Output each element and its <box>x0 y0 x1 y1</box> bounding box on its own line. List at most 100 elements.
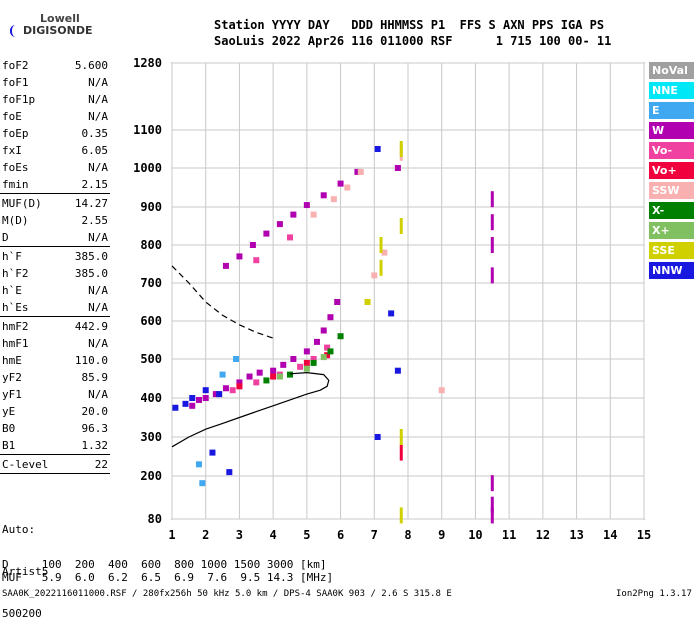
d-row: D 100 200 400 600 800 1000 1500 3000 [km… <box>2 558 327 571</box>
data-point <box>438 387 445 394</box>
param-name: foEp <box>2 127 29 140</box>
data-point <box>379 259 383 276</box>
param-value: 442.9 <box>74 320 108 333</box>
param-name: M(D) <box>2 214 29 227</box>
data-point <box>195 396 202 403</box>
data-point <box>236 253 243 260</box>
param-name: foE <box>2 110 22 123</box>
data-point <box>287 234 293 241</box>
param-value: 2.15 <box>81 178 109 191</box>
legend-item: X- <box>649 202 694 219</box>
data-point <box>310 359 317 366</box>
x-tick-label: 5 <box>303 528 310 542</box>
logo-digisonde: DIGISONDE <box>10 24 92 37</box>
param-value: 20.0 <box>81 405 109 418</box>
data-point <box>229 387 236 394</box>
x-tick-label: 6 <box>337 528 344 542</box>
y-tick-label: 1000 <box>133 161 162 175</box>
data-point <box>399 444 403 461</box>
y-tick-label: 900 <box>140 200 162 214</box>
data-point <box>212 391 219 398</box>
y-tick-label: 500 <box>140 352 162 366</box>
data-point <box>374 146 381 152</box>
x-tick-label: 2 <box>202 528 209 542</box>
param-name: foF2 <box>2 59 29 72</box>
y-tick-label: 1100 <box>133 123 162 137</box>
param-row: C-level 22 <box>2 457 108 472</box>
param-row: M(D) 2.55 <box>2 213 108 228</box>
param-value: N/A <box>88 301 108 314</box>
legend-item: NNE <box>649 82 694 99</box>
data-point <box>226 469 233 476</box>
data-point <box>490 214 494 231</box>
data-point <box>263 230 270 237</box>
data-point <box>490 267 494 284</box>
data-point <box>202 387 209 394</box>
y-tick-label: 400 <box>140 391 162 405</box>
data-point <box>172 404 179 411</box>
param-value: 0.35 <box>81 127 109 140</box>
auto-label: Auto: <box>2 523 36 536</box>
param-row: h`F2 385.0 <box>2 266 108 281</box>
param-value: 385.0 <box>74 267 108 280</box>
footer-info: SAA0K_2022116011000.RSF / 280fx256h 50 k… <box>2 589 452 599</box>
footer-version: Ion2Png 1.3.17 <box>616 589 692 599</box>
x-tick-label: 14 <box>603 528 617 542</box>
param-name: D <box>2 231 9 244</box>
data-point <box>276 221 283 228</box>
param-name: h`F2 <box>2 267 29 280</box>
param-name: foF1p <box>2 93 36 106</box>
ionogram-chart: 1 2 3 4 5 6 7 8 9 10 11 12 13 14 158020030040050060070… <box>133 56 651 542</box>
param-value: 2.55 <box>81 214 109 227</box>
data-point <box>399 218 403 234</box>
param-row: h`Es N/A <box>2 300 108 315</box>
param-name: hmF2 <box>2 320 29 333</box>
param-separator <box>0 454 110 455</box>
y-tick-label: 80 <box>148 512 162 526</box>
param-name: fxI <box>2 144 22 157</box>
legend-item: Vo+ <box>649 162 694 179</box>
param-row: B1 1.32 <box>2 438 108 453</box>
data-point <box>256 369 263 376</box>
auto-artist: Artist5 <box>2 565 49 578</box>
logo-wave-icon <box>10 24 21 37</box>
param-name: h`F <box>2 250 22 263</box>
data-point <box>219 371 226 378</box>
x-tick-label: 4 <box>270 528 277 542</box>
profile-curve <box>171 371 330 448</box>
data-point <box>182 400 189 407</box>
data-point <box>399 141 403 157</box>
data-point <box>374 434 381 440</box>
logo-text: DIGISONDE <box>23 24 93 37</box>
data-point <box>490 191 494 208</box>
logo-top: Lowell <box>40 12 80 25</box>
param-row: h`F 385.0 <box>2 249 108 264</box>
data-point <box>249 242 256 248</box>
data-point <box>344 184 351 191</box>
param-value: N/A <box>88 284 108 297</box>
data-point <box>202 395 209 401</box>
param-separator <box>0 193 110 194</box>
data-point <box>290 211 297 218</box>
data-point <box>320 354 327 361</box>
data-point <box>310 211 317 218</box>
legend-item: W <box>649 122 694 139</box>
param-separator <box>0 473 110 474</box>
data-point <box>334 299 341 305</box>
x-tick-label: 15 <box>637 528 651 542</box>
data-point <box>253 379 260 386</box>
param-row: fmin 2.15 <box>2 177 108 192</box>
data-point <box>233 356 240 362</box>
data-point <box>364 299 371 305</box>
data-point <box>490 237 494 253</box>
param-row: hmF2 442.9 <box>2 319 108 334</box>
data-point <box>324 344 331 351</box>
x-tick-label: 1 <box>168 528 175 542</box>
param-value: 85.9 <box>81 371 109 384</box>
data-point <box>253 257 260 264</box>
param-row: MUF(D) 14.27 <box>2 196 108 211</box>
data-point <box>236 379 243 386</box>
data-point <box>320 192 327 199</box>
param-row: foEs N/A <box>2 160 108 175</box>
data-point <box>280 361 287 368</box>
